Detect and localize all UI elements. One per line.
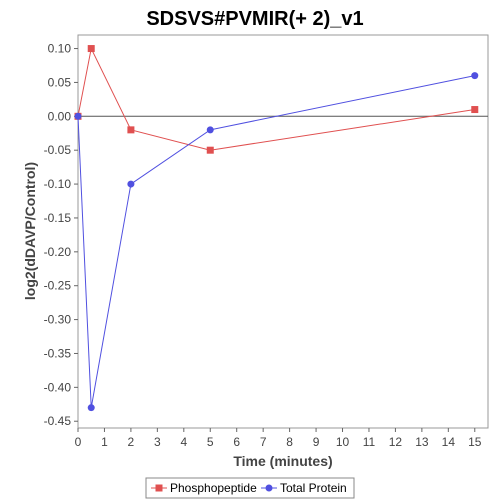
data-point-phosphopeptide [206,146,214,154]
x-axis-label: Time (minutes) [233,453,332,469]
data-point-total-protein [206,126,214,134]
x-tick-label: 12 [389,435,403,449]
x-tick-label: 15 [468,435,482,449]
x-tick-label: 7 [260,435,267,449]
y-tick-label: -0.20 [44,245,72,259]
y-tick-label: -0.30 [44,313,72,327]
y-tick-label: 0.00 [48,109,72,123]
data-point-phosphopeptide [127,126,135,134]
chart-title: SDSVS#PVMIR(+ 2)_v1 [146,8,363,30]
y-tick-label: -0.25 [44,279,72,293]
x-tick-label: 13 [415,435,429,449]
y-tick-label: -0.35 [44,346,72,360]
x-tick-label: 1 [101,435,108,449]
x-tick-label: 11 [363,435,376,449]
y-tick-label: -0.40 [44,380,72,394]
y-tick-label: -0.15 [44,211,72,225]
x-tick-label: 0 [75,435,82,449]
x-tick-label: 4 [180,435,187,449]
y-axis-label: log2(dDAVP/Control) [22,162,38,300]
data-point-phosphopeptide [471,106,479,114]
x-tick-label: 3 [154,435,161,449]
data-point-phosphopeptide [87,45,95,53]
y-tick-label: 0.10 [48,42,72,56]
x-tick-label: 5 [207,435,214,449]
legend-marker-circle [265,484,273,492]
data-point-total-protein [471,72,479,80]
x-tick-label: 2 [128,435,135,449]
x-tick-label: 8 [286,435,293,449]
legend: Phosphopeptide Total Protein [151,481,347,495]
x-tick-label: 9 [313,435,320,449]
x-ticks: 0 1 2 3 4 5 6 7 8 9 10 11 12 13 14 15 [75,428,482,449]
x-tick-label: 6 [233,435,240,449]
data-point-total-protein [74,112,82,120]
legend-marker-square [155,484,163,492]
x-tick-label: 10 [336,435,350,449]
series-layer [74,45,479,412]
y-ticks: 0.10 0.05 0.00 -0.05 -0.10 -0.15 -0.20 -0.25 -0.… [44,42,78,428]
x-tick-label: 14 [442,435,456,449]
y-tick-label: -0.10 [44,177,72,191]
y-tick-label: -0.45 [44,414,72,428]
legend-box [145,477,355,499]
y-tick-label: -0.05 [44,143,72,157]
data-point-total-protein [127,180,135,188]
legend-label-1: Phosphopeptide [170,481,257,495]
plot-area [77,34,489,429]
legend-label-2: Total Protein [280,481,347,495]
y-tick-label: 0.05 [48,75,72,89]
data-point-total-protein [87,404,95,412]
